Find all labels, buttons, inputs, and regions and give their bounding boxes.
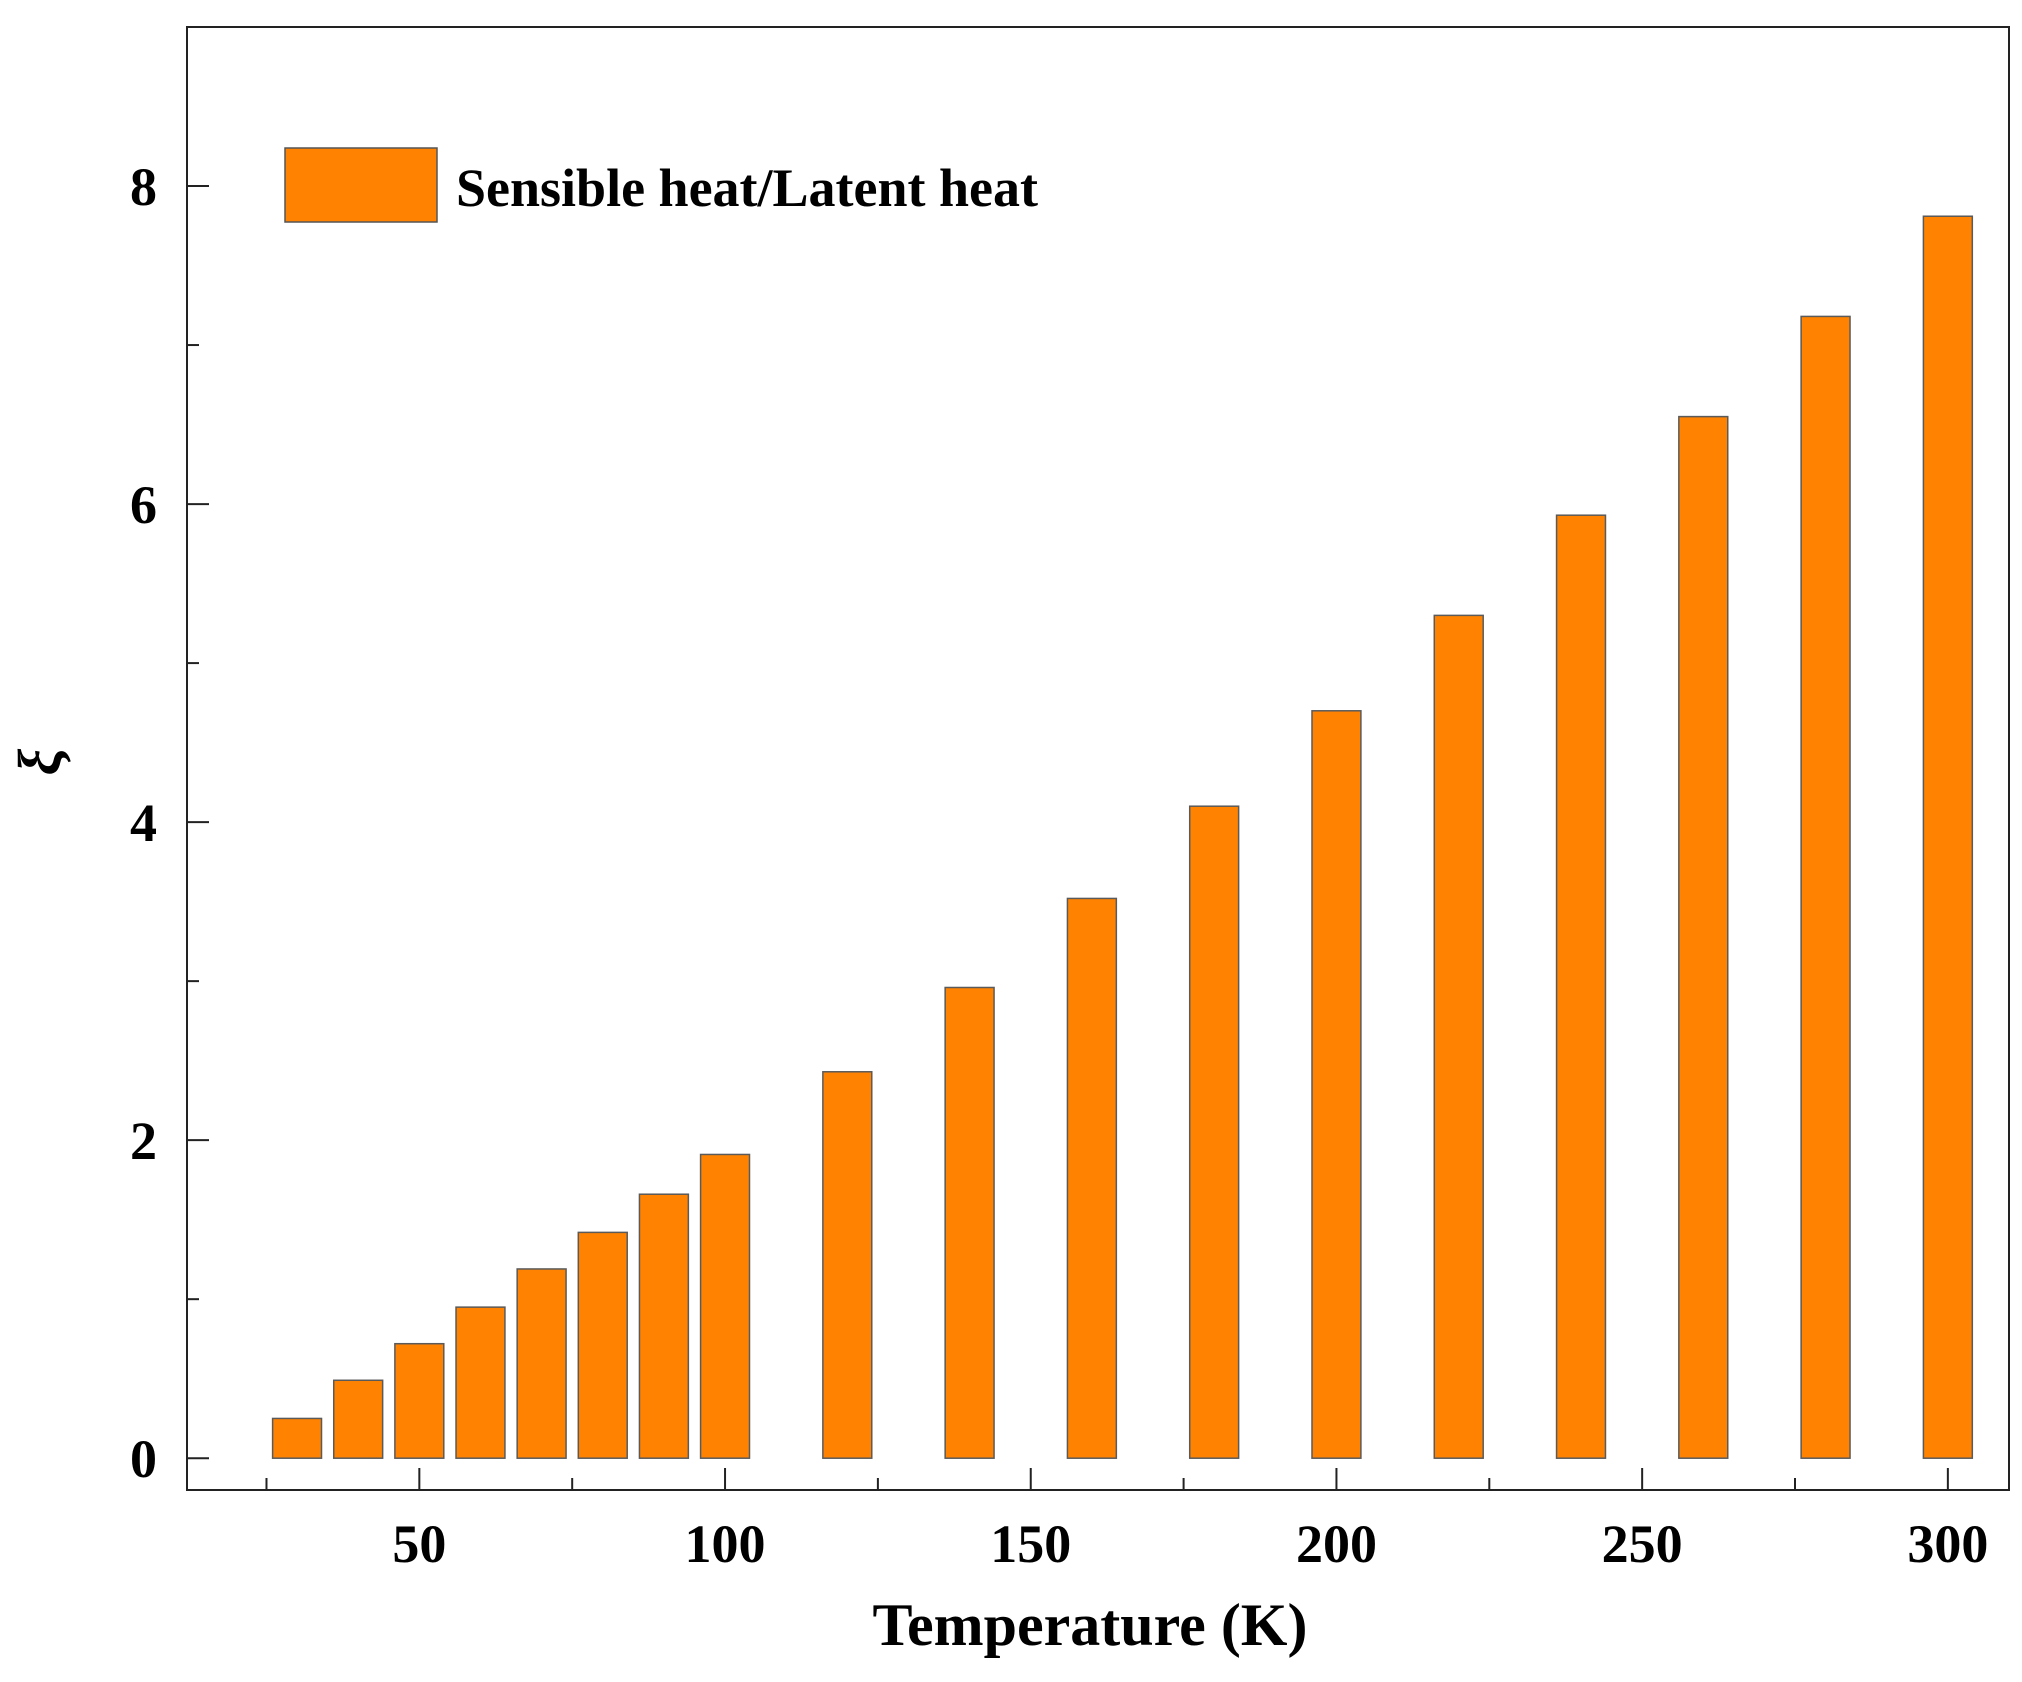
bar-140K: [944, 986, 995, 1459]
x-tick-label-50: 50: [392, 1514, 446, 1574]
bar-240K: [1555, 514, 1607, 1459]
bar-300K: [1922, 215, 1974, 1459]
bar-40K: [332, 1379, 384, 1459]
y-tick-label-4: 4: [130, 793, 157, 853]
plot-frame: [186, 26, 2010, 1491]
y-tick-label-6: 6: [130, 475, 157, 535]
bar-100K: [699, 1153, 751, 1459]
bar-120K: [822, 1071, 873, 1459]
legend-label: Sensible heat/Latent heat: [456, 158, 1038, 218]
x-tick-label-250: 250: [1602, 1514, 1683, 1574]
y-tick-label-2: 2: [130, 1111, 157, 1171]
x-axis-title: Temperature (K): [873, 1592, 1308, 1658]
y-axis-title: ξ: [7, 748, 73, 775]
x-tick-label-300: 300: [1907, 1514, 1988, 1574]
bar-60K: [455, 1306, 506, 1459]
y-tick-label-0: 0: [130, 1429, 157, 1489]
bar-160K: [1066, 897, 1118, 1459]
y-tick-label-8: 8: [130, 157, 157, 217]
bar-180K: [1188, 805, 1240, 1459]
bar-200K: [1311, 710, 1362, 1459]
bar-280K: [1800, 315, 1851, 1459]
legend: Sensible heat/Latent heat: [284, 147, 1038, 223]
bar-80K: [577, 1231, 628, 1459]
bar-70K: [516, 1268, 567, 1459]
bar-30K: [271, 1417, 323, 1459]
legend-swatch: [284, 147, 438, 223]
x-tick-label-100: 100: [685, 1514, 766, 1574]
bar-260K: [1678, 415, 1729, 1459]
x-tick-label-150: 150: [990, 1514, 1071, 1574]
bar-50K: [394, 1342, 445, 1459]
bar-90K: [638, 1193, 690, 1459]
bars-layer: [271, 215, 1974, 1459]
bar-220K: [1433, 614, 1484, 1459]
x-tick-label-200: 200: [1296, 1514, 1377, 1574]
axes-layer: 0 2 4 6 8 50 100 150 200 250 300: [130, 26, 2010, 1574]
